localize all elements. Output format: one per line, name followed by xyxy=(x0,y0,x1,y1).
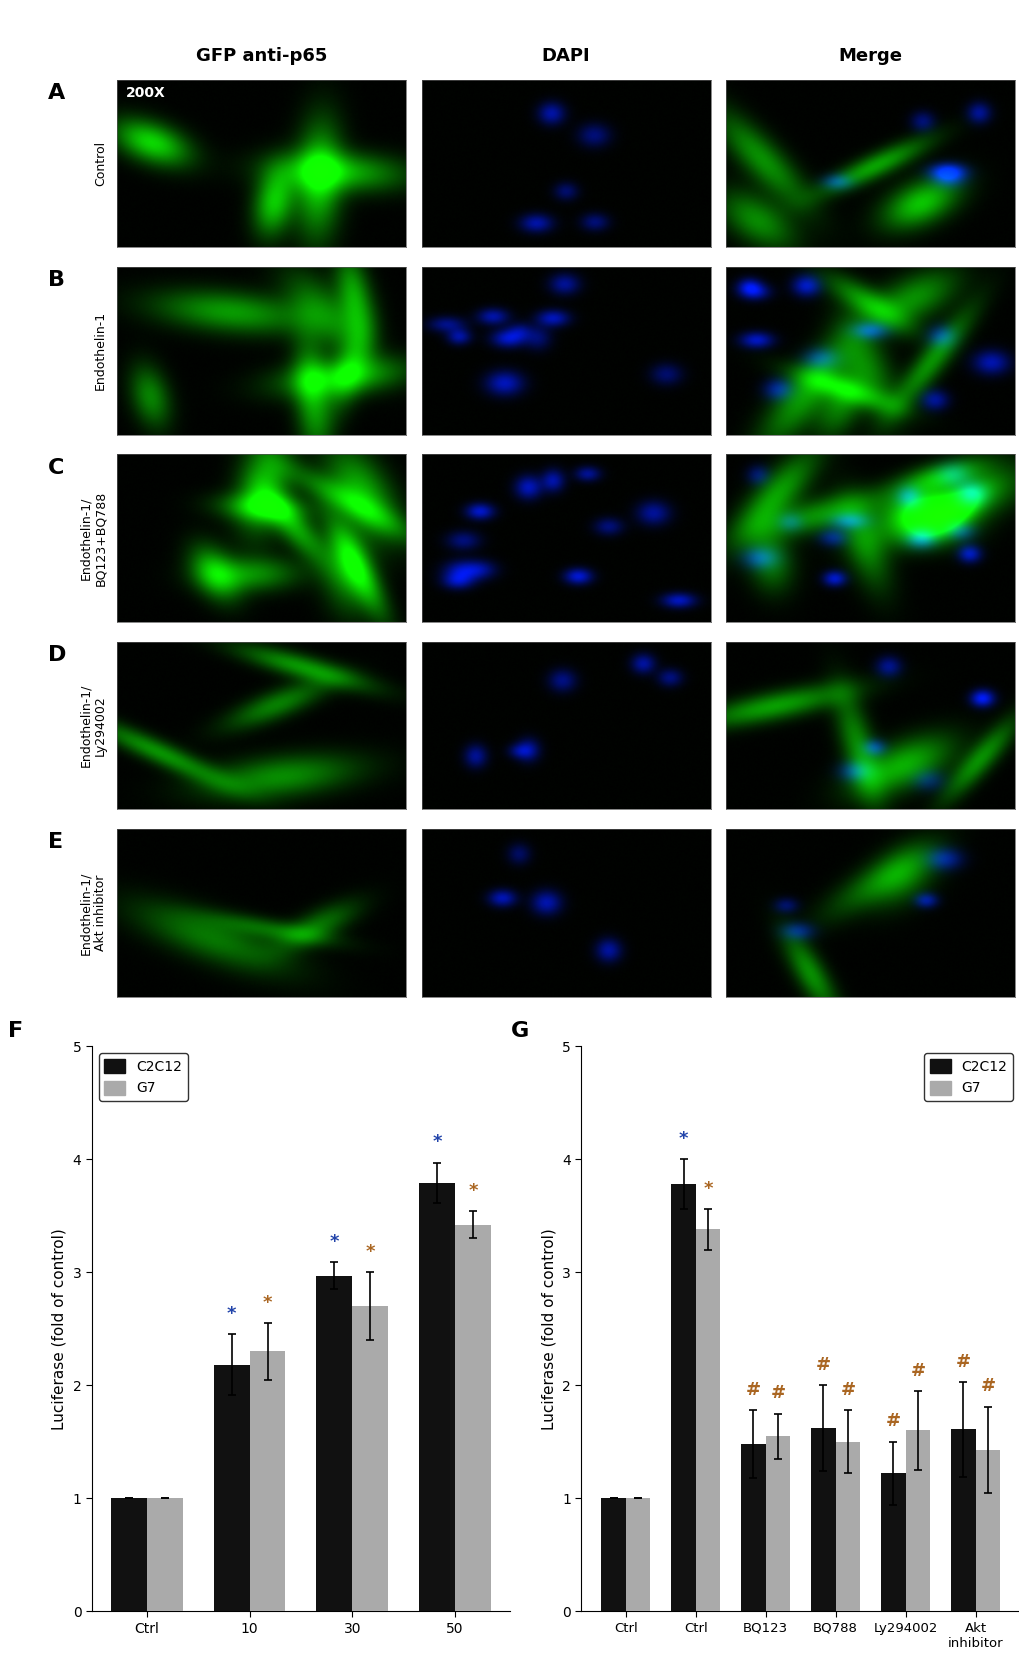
Text: F: F xyxy=(8,1022,23,1041)
Bar xyxy=(905,1430,929,1611)
Bar xyxy=(147,1498,182,1611)
Text: #: # xyxy=(745,1380,760,1399)
Legend: C2C12, G7: C2C12, G7 xyxy=(923,1053,1012,1101)
Text: #: # xyxy=(815,1355,830,1374)
Bar xyxy=(316,1276,352,1611)
Bar xyxy=(741,1443,765,1611)
Text: D: D xyxy=(48,644,66,664)
Text: *: * xyxy=(365,1242,375,1261)
Text: *: * xyxy=(329,1232,338,1251)
Text: *: * xyxy=(432,1133,441,1151)
Text: GFP anti-p65: GFP anti-p65 xyxy=(196,48,327,65)
Text: B: B xyxy=(48,271,65,291)
Bar xyxy=(835,1442,859,1611)
Legend: C2C12, G7: C2C12, G7 xyxy=(99,1053,187,1101)
Bar xyxy=(950,1430,974,1611)
Bar xyxy=(601,1498,626,1611)
Bar xyxy=(810,1428,835,1611)
Text: #: # xyxy=(909,1362,924,1380)
Bar xyxy=(974,1450,999,1611)
Y-axis label: Luciferase (fold of control): Luciferase (fold of control) xyxy=(52,1227,67,1430)
Text: #: # xyxy=(979,1377,995,1395)
Text: *: * xyxy=(263,1294,272,1312)
Text: Endothelin-1/
Ly294002: Endothelin-1/ Ly294002 xyxy=(79,684,107,767)
Text: Endothelin-1: Endothelin-1 xyxy=(94,311,107,390)
Bar xyxy=(352,1306,388,1611)
Text: A: A xyxy=(48,83,65,103)
Bar xyxy=(880,1473,905,1611)
Text: Endothelin-1/
Akt inhibitor: Endothelin-1/ Akt inhibitor xyxy=(79,872,107,955)
Text: E: E xyxy=(48,832,63,852)
Text: #: # xyxy=(884,1412,900,1430)
Text: Control: Control xyxy=(94,141,107,186)
Text: DAPI: DAPI xyxy=(541,48,590,65)
Text: G: G xyxy=(511,1022,529,1041)
Text: #: # xyxy=(769,1384,785,1402)
Bar xyxy=(626,1498,650,1611)
Text: Merge: Merge xyxy=(838,48,902,65)
Bar xyxy=(454,1224,490,1611)
Bar xyxy=(765,1437,790,1611)
Text: *: * xyxy=(702,1179,712,1198)
Text: 200X: 200X xyxy=(126,86,165,100)
Bar xyxy=(671,1184,695,1611)
Text: C: C xyxy=(48,458,64,478)
Bar xyxy=(419,1183,454,1611)
Bar xyxy=(213,1365,250,1611)
Text: *: * xyxy=(678,1129,688,1148)
Bar xyxy=(111,1498,147,1611)
Y-axis label: Luciferase (fold of control): Luciferase (fold of control) xyxy=(541,1227,556,1430)
Text: *: * xyxy=(468,1183,477,1199)
Bar xyxy=(250,1352,285,1611)
Text: Endothelin-1/
BQ123+BQ788: Endothelin-1/ BQ123+BQ788 xyxy=(79,490,107,586)
Text: *: * xyxy=(226,1306,236,1324)
Text: #: # xyxy=(840,1380,855,1399)
Bar xyxy=(695,1229,719,1611)
Text: #: # xyxy=(955,1352,970,1370)
